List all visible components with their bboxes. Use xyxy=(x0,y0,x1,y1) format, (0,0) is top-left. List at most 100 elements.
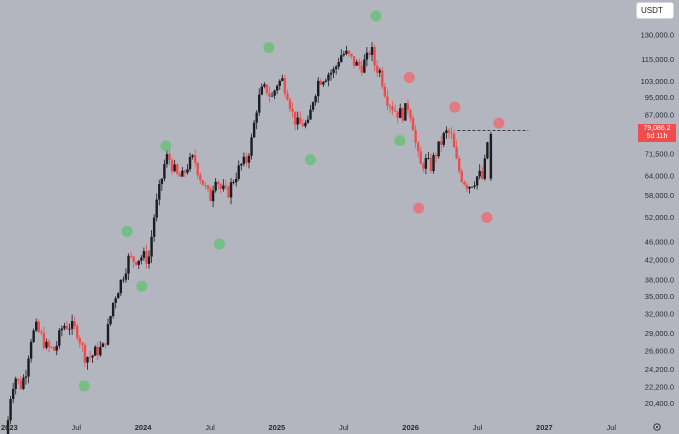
candle xyxy=(299,111,302,124)
candle xyxy=(127,253,130,281)
candle xyxy=(224,180,228,190)
y-tick-label: 24,200.0 xyxy=(645,365,674,374)
candle xyxy=(375,60,379,77)
candle xyxy=(181,167,184,177)
candle xyxy=(319,78,322,86)
candle xyxy=(42,326,46,350)
candle xyxy=(186,164,189,175)
candle xyxy=(445,126,448,139)
y-tick-label: 38,000.0 xyxy=(645,275,674,284)
candle xyxy=(475,176,479,190)
x-tick-label: 2026 xyxy=(402,423,419,432)
candle xyxy=(201,179,205,186)
candle xyxy=(101,342,105,348)
candle xyxy=(173,159,176,173)
candle xyxy=(340,49,343,63)
y-axis: 130,000.0 115,000.0 103,000.0 95,000.0 87,00… xyxy=(641,31,674,409)
y-tick-label: 26,600.0 xyxy=(645,346,674,355)
candle xyxy=(155,193,158,222)
y-tick-label: 71,500.0 xyxy=(645,150,674,159)
candle xyxy=(304,120,307,129)
candle xyxy=(222,179,225,192)
candle xyxy=(483,154,487,181)
candle xyxy=(134,261,138,267)
candle xyxy=(416,140,420,158)
candle xyxy=(365,47,369,67)
candle xyxy=(429,153,433,174)
candle xyxy=(291,102,294,118)
settings-gear-icon[interactable] xyxy=(653,423,661,431)
y-tick-label: 22,200.0 xyxy=(645,382,674,391)
candle xyxy=(393,104,397,112)
candle xyxy=(404,103,407,121)
candle xyxy=(406,99,410,115)
candle xyxy=(489,131,493,181)
candle xyxy=(273,89,276,100)
candle xyxy=(432,152,435,174)
candle xyxy=(283,74,287,97)
candle xyxy=(345,45,348,56)
sell-signal-marker xyxy=(413,202,425,214)
x-tick-label: Jul xyxy=(473,423,483,432)
candle xyxy=(68,323,71,336)
candle xyxy=(191,154,194,160)
candle xyxy=(176,163,179,176)
candle xyxy=(199,172,202,184)
candle xyxy=(19,376,23,391)
candle xyxy=(473,181,476,190)
candle xyxy=(258,88,261,116)
candle xyxy=(360,60,363,76)
candle xyxy=(40,329,43,336)
candle xyxy=(358,58,361,70)
candle xyxy=(463,180,466,186)
candle xyxy=(329,69,333,81)
currency-label: USDT xyxy=(641,6,663,15)
candle xyxy=(270,92,274,97)
candle xyxy=(142,247,146,261)
candle xyxy=(73,316,76,330)
candle xyxy=(83,342,87,367)
buy-signal-marker xyxy=(263,42,275,54)
candle xyxy=(111,302,115,319)
candle xyxy=(352,56,356,69)
candle xyxy=(86,356,89,370)
candle xyxy=(114,296,117,309)
candle xyxy=(306,115,310,124)
candle xyxy=(211,185,215,208)
candle xyxy=(137,260,140,270)
candle xyxy=(234,172,238,187)
candle xyxy=(24,370,28,385)
candle xyxy=(434,152,438,163)
candle xyxy=(481,166,484,180)
candle xyxy=(183,169,187,178)
candle xyxy=(37,319,40,333)
x-tick-label: 2025 xyxy=(269,423,286,432)
buy-signal-marker xyxy=(160,140,172,152)
candle xyxy=(58,328,61,349)
buy-signal-marker xyxy=(121,225,133,237)
candle xyxy=(124,268,128,283)
candle xyxy=(368,50,371,58)
y-tick-label: 20,400.0 xyxy=(645,399,674,408)
currency-selector[interactable]: USDT xyxy=(636,2,674,19)
candle xyxy=(293,111,297,131)
candle xyxy=(242,152,246,167)
y-tick-label: 103,000.0 xyxy=(641,77,674,86)
candle xyxy=(250,133,253,160)
candle xyxy=(447,128,451,139)
candle xyxy=(470,186,474,188)
buy-signal-marker xyxy=(213,238,225,250)
x-tick-label: 2027 xyxy=(536,423,553,432)
candle xyxy=(76,323,79,341)
y-tick-label: 52,000.0 xyxy=(645,213,674,222)
candle xyxy=(196,161,199,179)
candle xyxy=(245,152,248,167)
candle xyxy=(35,318,38,333)
candle xyxy=(193,149,197,167)
candle xyxy=(286,89,289,101)
candle xyxy=(255,110,258,130)
candle xyxy=(140,255,143,265)
x-tick-label: Jul xyxy=(71,423,81,432)
candle xyxy=(260,83,264,96)
